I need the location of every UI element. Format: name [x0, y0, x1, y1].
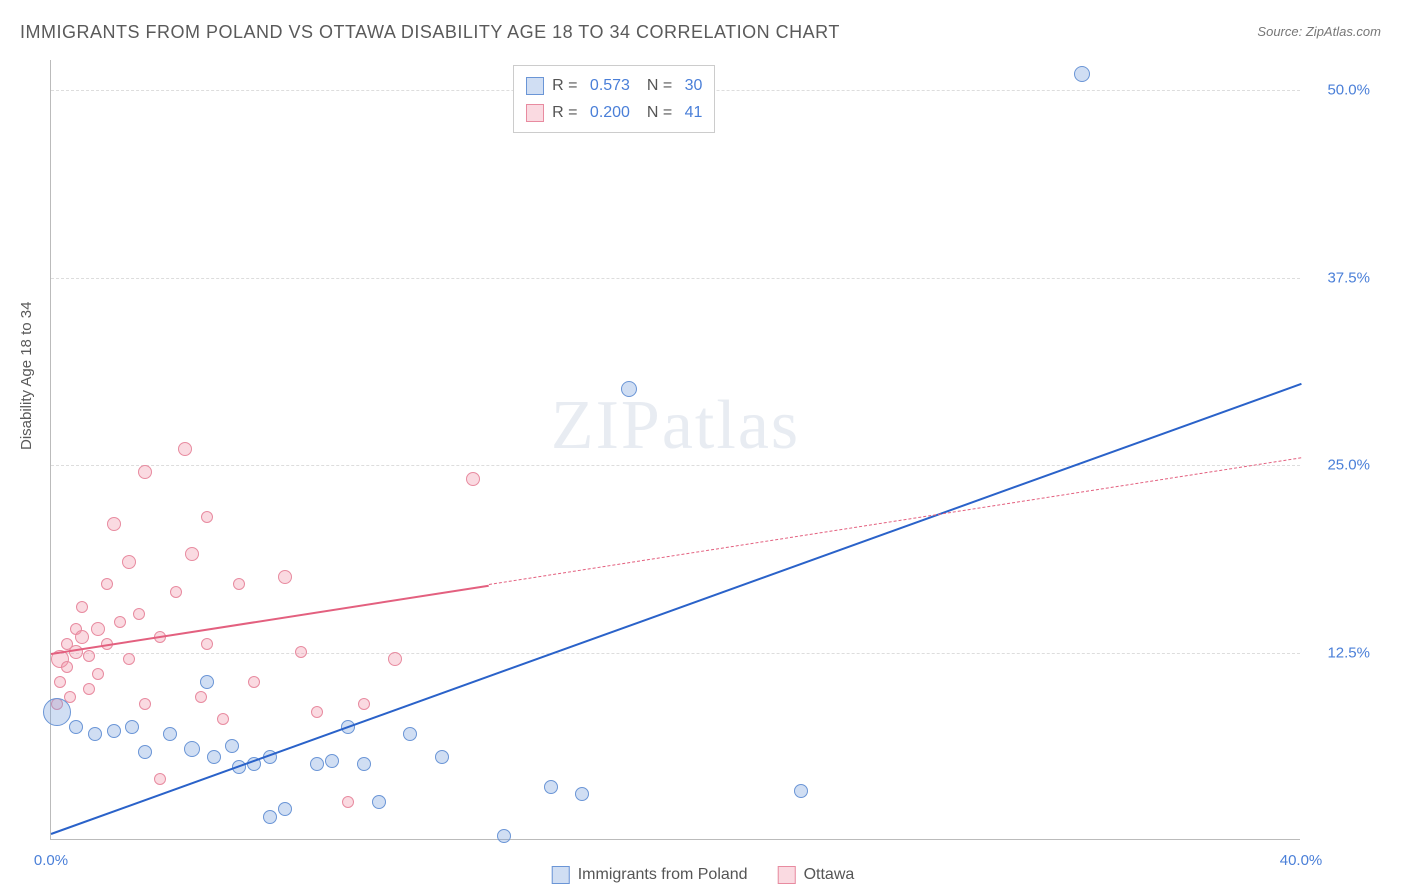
- scatter-point-pink: [185, 547, 199, 561]
- y-tick-label: 37.5%: [1327, 269, 1370, 286]
- scatter-point-pink: [114, 616, 126, 628]
- scatter-point-pink: [139, 698, 151, 710]
- scatter-point-blue: [544, 780, 558, 794]
- scatter-point-pink: [178, 442, 192, 456]
- scatter-point-pink: [201, 638, 213, 650]
- stats-legend: R = 0.573 N = 30R = 0.200 N = 41: [513, 65, 715, 133]
- scatter-point-pink: [107, 517, 121, 531]
- stat-r-label: R =: [552, 99, 577, 126]
- scatter-point-pink: [388, 652, 402, 666]
- chart-title: IMMIGRANTS FROM POLAND VS OTTAWA DISABIL…: [20, 22, 840, 43]
- bottom-legend: Immigrants from Poland Ottawa: [552, 866, 855, 884]
- scatter-point-blue: [43, 698, 71, 726]
- source-attribution: Source: ZipAtlas.com: [1257, 24, 1381, 39]
- scatter-point-pink: [75, 630, 89, 644]
- plot-region: ZIPatlas 12.5%25.0%37.5%50.0%0.0%40.0%R …: [50, 60, 1300, 840]
- scatter-point-pink: [138, 465, 152, 479]
- scatter-point-pink: [295, 646, 307, 658]
- scatter-point-pink: [101, 578, 113, 590]
- scatter-point-pink: [233, 578, 245, 590]
- scatter-point-blue: [357, 757, 371, 771]
- gridline: [51, 278, 1300, 279]
- scatter-point-blue: [125, 720, 139, 734]
- scatter-point-blue: [138, 745, 152, 759]
- scatter-point-pink: [133, 608, 145, 620]
- legend-item-blue: Immigrants from Poland: [552, 866, 748, 884]
- scatter-point-pink: [91, 622, 105, 636]
- stat-n-label: N =: [638, 72, 672, 99]
- scatter-point-blue: [107, 724, 121, 738]
- gridline: [51, 465, 1300, 466]
- scatter-point-blue: [163, 727, 177, 741]
- legend-label: Ottawa: [804, 866, 855, 884]
- stat-r-value: 0.200: [585, 99, 629, 126]
- scatter-point-pink: [466, 472, 480, 486]
- scatter-point-pink: [311, 706, 323, 718]
- stat-n-label: N =: [638, 99, 672, 126]
- stat-n-value: 30: [680, 72, 702, 99]
- y-tick-label: 12.5%: [1327, 644, 1370, 661]
- scatter-point-pink: [123, 653, 135, 665]
- gridline: [51, 653, 1300, 654]
- scatter-point-blue: [575, 787, 589, 801]
- stats-row-blue: R = 0.573 N = 30: [526, 72, 702, 99]
- x-tick-label: 40.0%: [1280, 852, 1323, 869]
- y-axis-label: Disability Age 18 to 34: [18, 302, 35, 450]
- scatter-point-blue: [88, 727, 102, 741]
- swatch-icon: [778, 866, 796, 884]
- scatter-point-pink: [358, 698, 370, 710]
- scatter-point-blue: [207, 750, 221, 764]
- scatter-point-pink: [154, 773, 166, 785]
- scatter-point-blue: [278, 802, 292, 816]
- scatter-point-pink: [122, 555, 136, 569]
- stat-n-value: 41: [680, 99, 702, 126]
- scatter-point-blue: [372, 795, 386, 809]
- swatch-icon: [526, 104, 544, 122]
- scatter-point-pink: [83, 650, 95, 662]
- trend-line: [51, 383, 1302, 835]
- trend-line: [488, 458, 1301, 586]
- scatter-point-pink: [248, 676, 260, 688]
- scatter-point-blue: [794, 784, 808, 798]
- scatter-point-blue: [435, 750, 449, 764]
- scatter-point-pink: [76, 601, 88, 613]
- scatter-point-blue: [325, 754, 339, 768]
- y-tick-label: 25.0%: [1327, 457, 1370, 474]
- x-tick-label: 0.0%: [34, 852, 68, 869]
- swatch-icon: [526, 77, 544, 95]
- scatter-point-pink: [54, 676, 66, 688]
- scatter-point-blue: [184, 741, 200, 757]
- swatch-icon: [552, 866, 570, 884]
- scatter-point-blue: [1074, 66, 1090, 82]
- scatter-point-pink: [83, 683, 95, 695]
- scatter-point-blue: [263, 810, 277, 824]
- legend-label: Immigrants from Poland: [578, 866, 748, 884]
- y-tick-label: 50.0%: [1327, 82, 1370, 99]
- scatter-point-pink: [170, 586, 182, 598]
- scatter-point-pink: [201, 511, 213, 523]
- scatter-point-blue: [621, 381, 637, 397]
- scatter-point-pink: [278, 570, 292, 584]
- scatter-point-pink: [92, 668, 104, 680]
- scatter-point-blue: [497, 829, 511, 843]
- scatter-point-pink: [195, 691, 207, 703]
- scatter-point-blue: [403, 727, 417, 741]
- stats-row-pink: R = 0.200 N = 41: [526, 99, 702, 126]
- source-link[interactable]: ZipAtlas.com: [1306, 24, 1381, 39]
- chart-area: ZIPatlas 12.5%25.0%37.5%50.0%0.0%40.0%R …: [50, 60, 1300, 840]
- stat-r-label: R =: [552, 72, 577, 99]
- source-label: Source:: [1257, 24, 1302, 39]
- watermark: ZIPatlas: [551, 386, 800, 466]
- scatter-point-blue: [200, 675, 214, 689]
- scatter-point-pink: [217, 713, 229, 725]
- scatter-point-pink: [61, 661, 73, 673]
- scatter-point-pink: [342, 796, 354, 808]
- stat-r-value: 0.573: [585, 72, 629, 99]
- scatter-point-blue: [225, 739, 239, 753]
- legend-item-pink: Ottawa: [778, 866, 855, 884]
- scatter-point-blue: [69, 720, 83, 734]
- scatter-point-blue: [310, 757, 324, 771]
